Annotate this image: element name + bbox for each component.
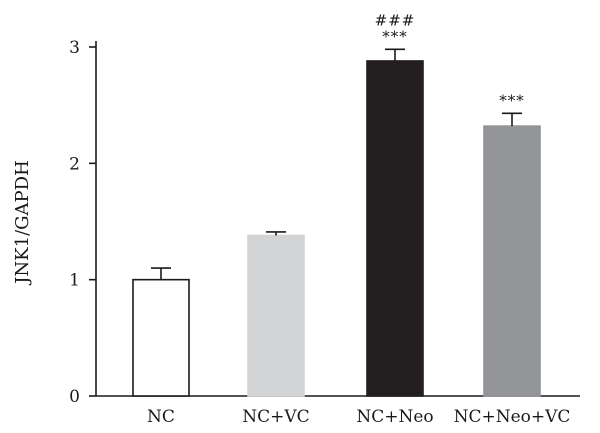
y-tick-label: 2 [69, 154, 80, 174]
bar-1 [247, 234, 305, 397]
x-tick-label: NC+VC [242, 407, 309, 427]
y-tick-label: 3 [69, 38, 80, 58]
y-tick-label: 1 [69, 271, 80, 291]
bar-3 [483, 125, 541, 397]
significance-label: *** [382, 27, 408, 45]
bar-2 [366, 60, 424, 397]
bar-0 [132, 278, 190, 397]
x-tick-label: NC+Neo [356, 407, 433, 427]
significance-label: ### [375, 11, 416, 29]
y-axis-title: JNK1/GAPDH [12, 160, 33, 286]
significance-label: *** [499, 91, 525, 109]
bars [132, 48, 541, 397]
x-tick-label: NC+Neo+VC [454, 407, 571, 427]
y-tick-label: 0 [69, 387, 80, 407]
x-tick-label: NC [147, 407, 175, 427]
